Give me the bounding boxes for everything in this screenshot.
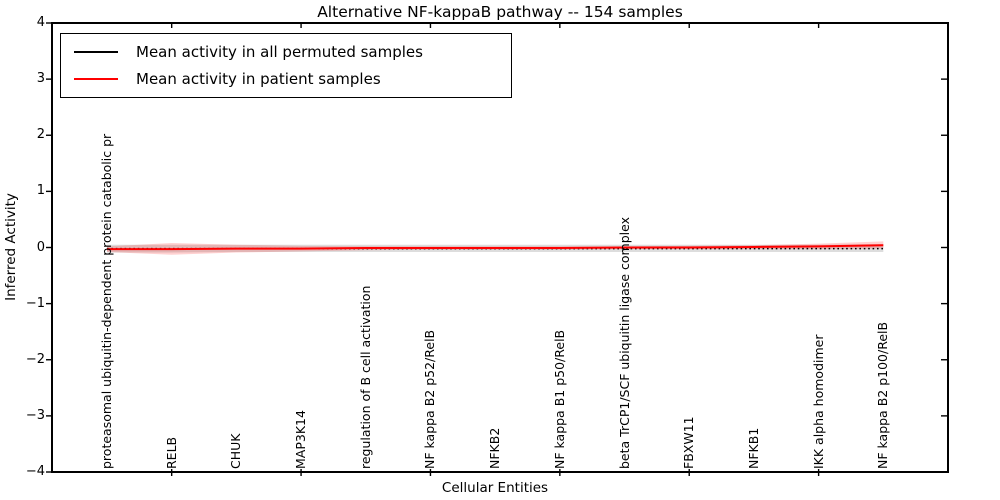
x-category-label: beta TrCP1/SCF ubiquitin ligase complex — [616, 217, 632, 469]
x-category-label: MAP3K14 — [293, 410, 309, 469]
patient-line — [106, 244, 884, 251]
legend-item-permuted: Mean activity in all permuted samples — [74, 43, 511, 61]
y-tick-label: 2 — [36, 127, 45, 143]
legend: Mean activity in all permuted samples Me… — [60, 33, 512, 98]
x-category-label: NFKB2 — [487, 427, 503, 469]
x-category-label: NF kappa B2 p100/RelB — [875, 321, 891, 469]
y-tick-label: 1 — [36, 183, 45, 199]
y-tick-label: −2 — [25, 351, 45, 367]
x-category-label: CHUK — [228, 433, 244, 469]
y-tick-label: −1 — [25, 295, 45, 311]
legend-line-swatch — [74, 78, 118, 80]
y-tick-label: 3 — [36, 71, 45, 87]
chart-title: Alternative NF-kappaB pathway -- 154 sam… — [317, 3, 683, 21]
x-category-label: NFKB1 — [745, 427, 761, 469]
legend-line-swatch — [74, 51, 118, 53]
x-category-label: NF kappa B1 p50/RelB — [551, 329, 567, 469]
x-category-label: RELB — [163, 436, 179, 469]
legend-item-patient: Mean activity in patient samples — [74, 70, 511, 88]
legend-label: Mean activity in all permuted samples — [136, 43, 423, 61]
x-axis-label: Cellular Entities — [441, 480, 549, 496]
y-tick-label: −3 — [25, 407, 45, 423]
x-category-label: NF kappa B2 p52/RelB — [422, 329, 438, 469]
x-category-label: regulation of B cell activation — [357, 285, 373, 469]
y-tick-label: 4 — [36, 15, 45, 30]
x-category-label: IKK alpha homodimer — [810, 334, 826, 470]
x-category-label: proteasomal ubiquitin-dependent protein … — [98, 133, 114, 469]
y-tick-label: −4 — [25, 464, 45, 479]
x-category-label: FBXW11 — [681, 416, 697, 469]
legend-label: Mean activity in patient samples — [136, 70, 381, 88]
y-tick-label: 0 — [36, 239, 45, 255]
